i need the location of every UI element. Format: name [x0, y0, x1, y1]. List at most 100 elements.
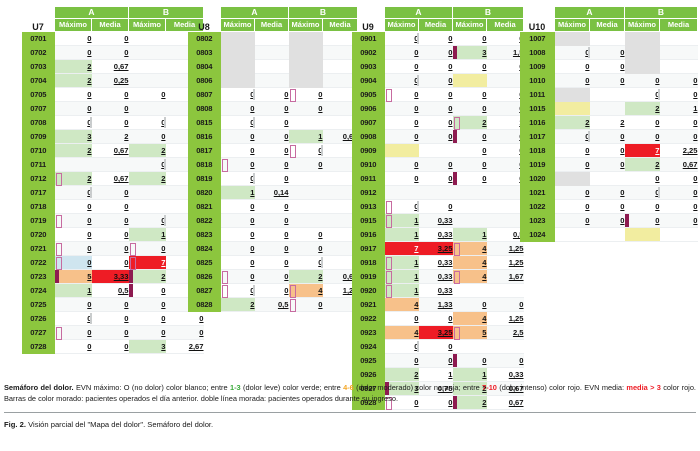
cell-b-maximo[interactable]: 0 [624, 115, 660, 130]
table-row[interactable]: 0909 00 [352, 143, 524, 158]
cell-a-maximo[interactable]: 1 [220, 185, 255, 200]
cell-b-maximo[interactable]: 0 [452, 353, 487, 368]
cell-a-media[interactable]: 0,33 [418, 227, 453, 242]
cell-a-maximo[interactable]: 2 [384, 367, 419, 382]
cell-a-media[interactable]: 0 [91, 339, 129, 354]
cell-b-media[interactable] [322, 73, 358, 88]
cell-b-maximo[interactable]: 0 [452, 59, 487, 74]
cell-b-maximo[interactable] [452, 73, 487, 88]
cell-b-maximo[interactable]: 0 [452, 297, 487, 312]
cell-a-maximo[interactable]: 1 [54, 283, 92, 298]
table-row[interactable]: 1007 [520, 31, 698, 46]
table-row[interactable]: 0927 3 0,75 2 0,67 [352, 381, 524, 396]
cell-b-maximo[interactable] [624, 227, 660, 242]
cell-a-maximo[interactable]: 0 [554, 45, 590, 60]
cell-a-media[interactable]: 0 [91, 325, 129, 340]
cell-a-media[interactable]: 0,67 [91, 143, 129, 158]
cell-b-maximo[interactable]: 3 [128, 339, 166, 354]
cell-b-maximo[interactable]: 4 [452, 311, 487, 326]
cell-a-maximo[interactable]: 3 [384, 381, 419, 396]
cell-a-maximo[interactable]: 0 [220, 171, 255, 186]
cell-a-maximo[interactable]: 0 [220, 87, 255, 102]
cell-a-maximo[interactable] [384, 185, 419, 200]
cell-b-maximo[interactable] [128, 101, 166, 116]
cell-a-maximo[interactable]: 0 [384, 73, 419, 88]
cell-b-media[interactable] [322, 199, 358, 214]
cell-b-maximo[interactable]: 0 [624, 199, 660, 214]
cell-b-maximo[interactable] [452, 213, 487, 228]
cell-a-media[interactable]: 0 [418, 199, 453, 214]
cell-a-maximo[interactable]: 0 [384, 101, 419, 116]
cell-b-maximo[interactable]: 0 [624, 171, 660, 186]
cell-a-maximo[interactable]: 0 [554, 185, 590, 200]
cell-a-media[interactable]: 0 [91, 311, 129, 326]
cell-a-media[interactable]: 0 [254, 269, 289, 284]
cell-a-maximo[interactable]: 0 [554, 199, 590, 214]
table-row[interactable]: 0916 1 0,33 1 0,5 [352, 227, 524, 242]
cell-b-maximo[interactable] [624, 31, 660, 46]
table-row[interactable]: 1011 0 0 [520, 87, 698, 102]
cell-b-media[interactable] [659, 59, 698, 74]
cell-a-media[interactable] [589, 171, 625, 186]
table-row[interactable]: 1016 2 2 0 0 [520, 115, 698, 130]
cell-a-maximo[interactable]: 7 [384, 241, 419, 256]
cell-b-maximo[interactable] [128, 31, 166, 46]
cell-a-maximo[interactable]: 2 [54, 171, 92, 186]
cell-a-maximo[interactable]: 0 [54, 325, 92, 340]
table-row[interactable]: 1009 0 0 [520, 59, 698, 74]
cell-a-media[interactable]: 0,14 [254, 185, 289, 200]
cell-a-media[interactable]: 0 [254, 283, 289, 298]
cell-b-maximo[interactable]: 0 [128, 129, 166, 144]
cell-a-media[interactable]: 0 [589, 143, 625, 158]
cell-b-maximo[interactable]: 0 [452, 101, 487, 116]
cell-a-maximo[interactable]: 0 [220, 283, 255, 298]
cell-a-media[interactable] [254, 45, 289, 60]
cell-b-maximo[interactable] [288, 199, 323, 214]
cell-a-media[interactable]: 0 [418, 171, 453, 186]
cell-a-media[interactable]: 0 [91, 227, 129, 242]
table-row[interactable]: 0915 1 0,33 [352, 213, 524, 228]
cell-a-media[interactable]: 0 [589, 73, 625, 88]
cell-a-media[interactable]: 0 [589, 213, 625, 228]
cell-b-maximo[interactable]: 4 [452, 241, 487, 256]
cell-a-maximo[interactable]: 0 [54, 241, 92, 256]
cell-b-media[interactable] [322, 59, 358, 74]
cell-a-media[interactable]: 0,67 [91, 171, 129, 186]
cell-b-maximo[interactable] [128, 199, 166, 214]
cell-a-maximo[interactable]: 1 [384, 283, 419, 298]
table-row[interactable]: 0919 1 0,33 4 1,67 [352, 269, 524, 284]
cell-b-media[interactable]: 0 [486, 353, 524, 368]
cell-a-media[interactable]: 0 [91, 45, 129, 60]
cell-b-media[interactable]: 0 [659, 73, 698, 88]
cell-b-media[interactable]: 0 [659, 213, 698, 228]
cell-b-maximo[interactable] [288, 59, 323, 74]
cell-b-maximo[interactable] [128, 185, 166, 200]
cell-a-media[interactable]: 0 [418, 87, 453, 102]
cell-b-media[interactable] [659, 227, 698, 242]
cell-b-maximo[interactable] [624, 59, 660, 74]
cell-a-maximo[interactable]: 0 [384, 87, 419, 102]
table-row[interactable]: 0802 [188, 31, 358, 46]
cell-a-maximo[interactable]: 0 [220, 227, 255, 242]
cell-b-maximo[interactable]: 0 [452, 129, 487, 144]
cell-a-media[interactable]: 0 [91, 31, 129, 46]
cell-a-media[interactable]: 0 [91, 199, 129, 214]
cell-b-media[interactable]: 2,5 [486, 325, 524, 340]
table-row[interactable]: 0922 0 0 4 1,25 [352, 311, 524, 326]
table-row[interactable]: 09010000 [352, 31, 524, 46]
cell-a-media[interactable]: 0 [418, 311, 453, 326]
cell-b-media[interactable]: 0 [165, 311, 204, 326]
cell-b-media[interactable]: 1 [659, 101, 698, 116]
cell-b-maximo[interactable]: 2 [624, 101, 660, 116]
cell-b-media[interactable] [659, 45, 698, 60]
table-row[interactable]: 0907 0 0 21 [352, 115, 524, 130]
cell-b-media[interactable]: 1,25 [486, 255, 524, 270]
cell-b-maximo[interactable]: 5 [452, 325, 487, 340]
cell-a-media[interactable]: 0 [91, 115, 129, 130]
cell-a-maximo[interactable]: 0 [220, 115, 255, 130]
